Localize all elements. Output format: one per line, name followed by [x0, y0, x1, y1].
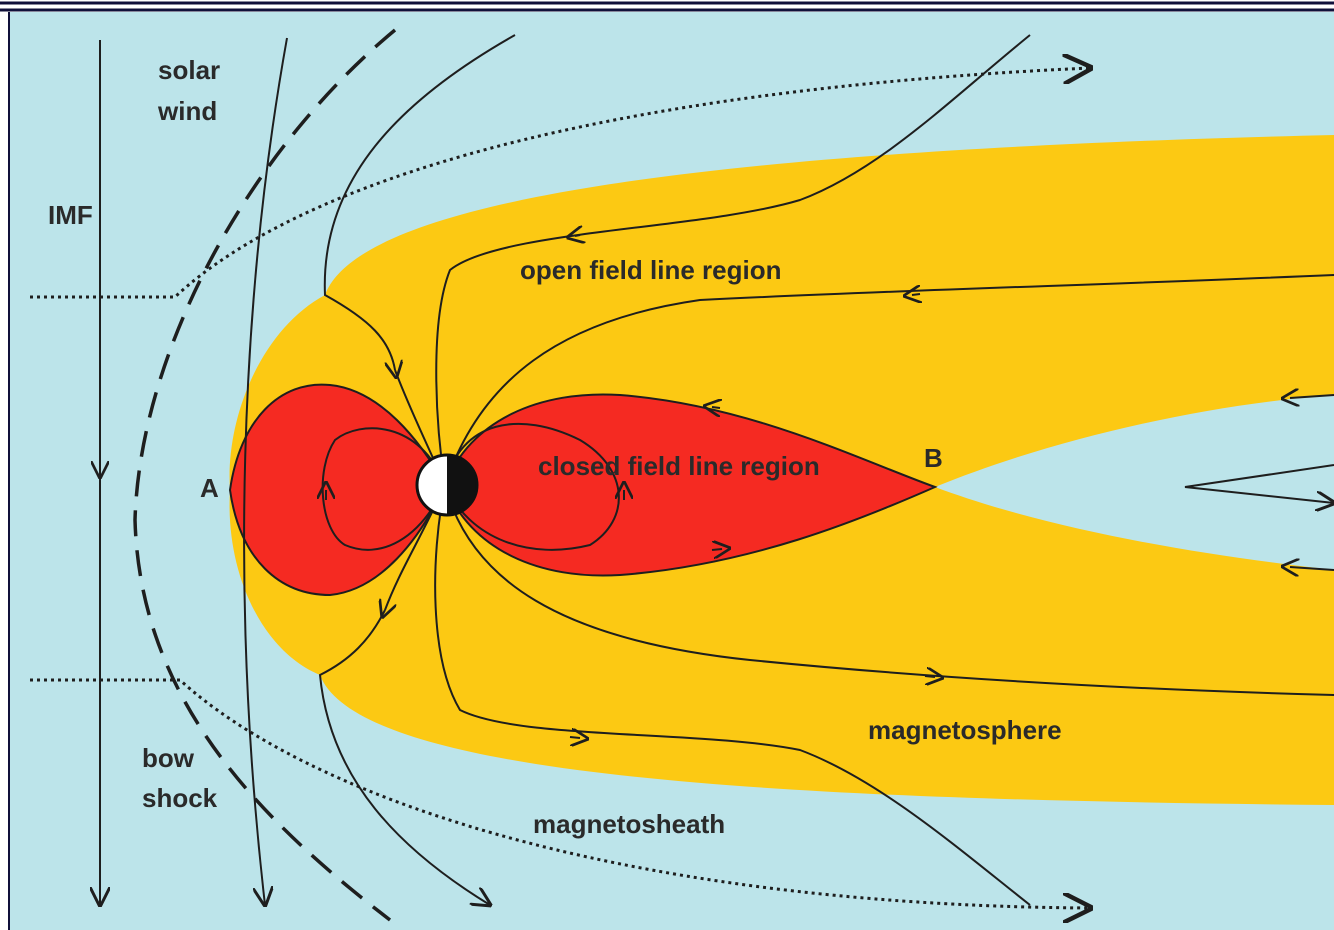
arrow: [912, 294, 920, 295]
field-line: [444, 274, 1334, 486]
imf-dotted-line: [30, 68, 1090, 299]
label: magnetosphere: [868, 715, 1062, 745]
label: closed field line region: [538, 451, 820, 481]
field-line: [1184, 464, 1334, 503]
imf-dotted-line: [30, 678, 1090, 908]
label: magnetosheath: [533, 809, 725, 839]
imf-line: [243, 37, 288, 905]
label: B: [924, 443, 943, 473]
field-line: [444, 484, 1334, 696]
label: IMF: [48, 200, 93, 230]
field-lines: [30, 28, 1334, 922]
field-line: [434, 484, 1031, 906]
field-line: [323, 34, 516, 370]
tail-lobe: [935, 395, 1334, 570]
bow-shock: [133, 28, 397, 922]
arrow: [1290, 395, 1334, 398]
labels: solar wind IMF open field line region cl…: [48, 55, 1062, 839]
arrow: [711, 549, 722, 550]
arrow: [575, 235, 580, 236]
label: bow: [142, 743, 195, 773]
arrow: [1290, 567, 1334, 570]
label: open field line region: [520, 255, 781, 285]
field-line: [435, 34, 1031, 486]
arrow: [569, 737, 580, 738]
label: solar: [158, 55, 220, 85]
earth-outline: [415, 453, 479, 517]
label: shock: [142, 783, 218, 813]
field-line: [318, 609, 490, 905]
arrow: [924, 676, 935, 677]
label: A: [200, 473, 219, 503]
earth-day: [417, 455, 447, 515]
label: wind: [157, 96, 217, 126]
earth: [415, 453, 479, 517]
arrow: [712, 407, 720, 408]
